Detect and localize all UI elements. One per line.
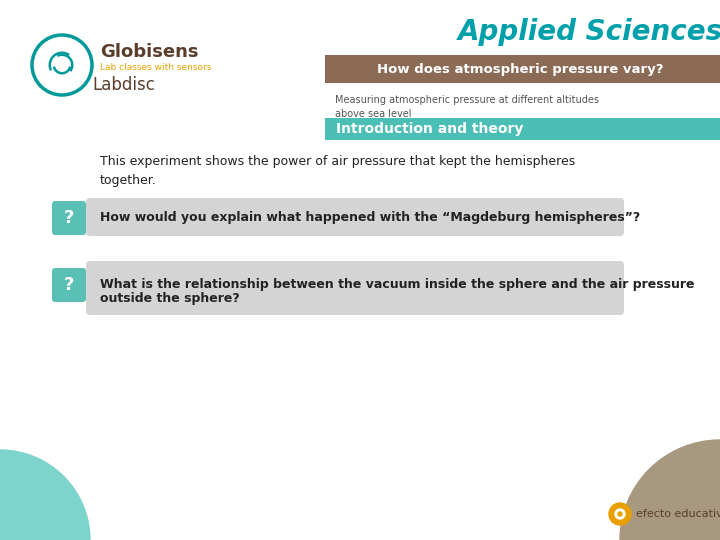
Text: This experiment shows the power of air pressure that kept the hemispheres
togeth: This experiment shows the power of air p… [100,155,575,187]
Text: What is the relationship between the vacuum inside the sphere and the air pressu: What is the relationship between the vac… [100,278,695,291]
Text: Globisens: Globisens [100,43,199,61]
Text: How would you explain what happened with the “Magdeburg hemispheres”?: How would you explain what happened with… [100,212,640,225]
Text: Lab classes with sensors: Lab classes with sensors [100,63,212,71]
FancyBboxPatch shape [325,118,720,140]
Circle shape [620,440,720,540]
Text: ?: ? [64,276,74,294]
Text: How does atmospheric pressure vary?: How does atmospheric pressure vary? [377,63,663,76]
Text: ?: ? [64,209,74,227]
Text: outside the sphere?: outside the sphere? [100,292,240,305]
Text: Labdisc: Labdisc [92,76,155,94]
Text: Measuring atmospheric pressure at different altitudes
above sea level: Measuring atmospheric pressure at differ… [335,95,599,119]
FancyBboxPatch shape [52,268,86,302]
Circle shape [615,509,625,519]
Text: Introduction and theory: Introduction and theory [336,122,523,136]
FancyBboxPatch shape [52,201,86,235]
Circle shape [0,450,90,540]
Circle shape [609,503,631,525]
Circle shape [618,512,622,516]
FancyBboxPatch shape [86,198,624,236]
Text: efecto educativo: efecto educativo [636,509,720,519]
FancyBboxPatch shape [325,55,720,83]
FancyBboxPatch shape [86,261,624,315]
Text: Applied Sciences: Applied Sciences [457,18,720,46]
